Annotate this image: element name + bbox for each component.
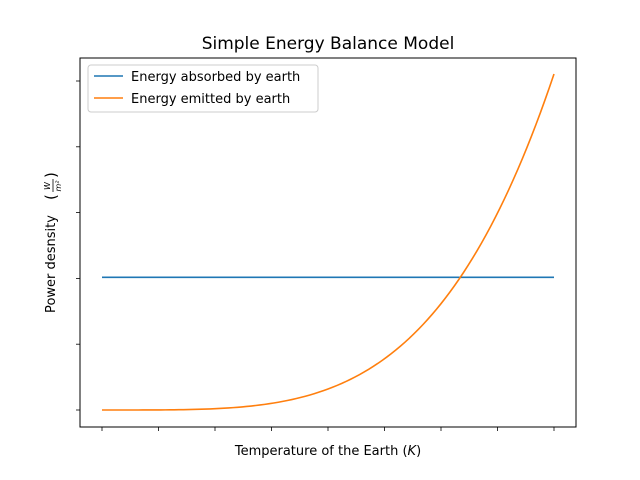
x-axis-ticks	[101, 427, 555, 431]
y-axis-unit-numerator: W	[43, 181, 52, 190]
y-axis-label: Power desnsity ( W m² )	[42, 172, 63, 313]
legend-label-absorbed: Energy absorbed by earth	[131, 70, 300, 85]
x-axis-label: Temperature of the Earth (K)	[234, 444, 421, 459]
plot-frame	[79, 57, 577, 428]
y-axis-paren-open: (	[42, 194, 60, 200]
x-axis-unit: K	[408, 444, 418, 459]
legend-label-emitted: Energy emitted by earth	[131, 92, 290, 107]
x-axis-label-text: Temperature of the Earth	[234, 444, 398, 459]
chart-title: Simple Energy Balance Model	[202, 34, 455, 54]
y-axis-unit-denominator: m²	[54, 180, 63, 192]
y-axis-paren-close: )	[42, 172, 60, 178]
series-lines	[102, 73, 555, 411]
y-axis-label-text: Power desnsity	[44, 215, 59, 313]
y-axis-ticks	[76, 80, 80, 411]
legend-box	[87, 64, 319, 113]
series-line-emitted	[102, 73, 555, 411]
legend: Energy absorbed by earth Energy emitted …	[87, 64, 319, 113]
